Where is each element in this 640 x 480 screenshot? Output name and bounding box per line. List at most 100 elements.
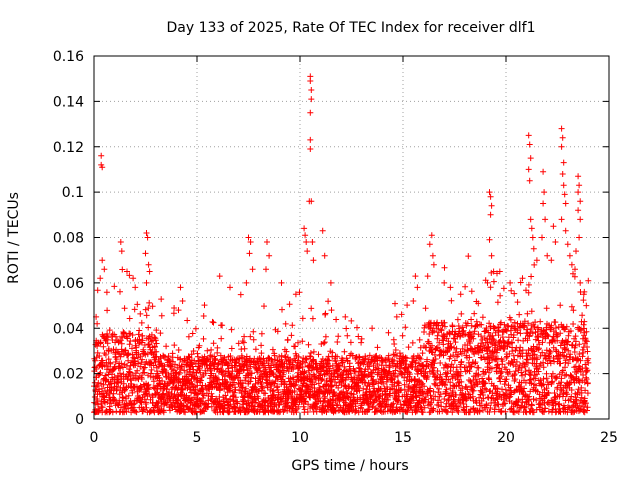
data-point [299, 315, 306, 322]
data-point [240, 339, 247, 346]
data-point [290, 364, 297, 371]
data-point [103, 289, 110, 296]
data-point [366, 383, 373, 390]
data-point [200, 335, 207, 342]
data-point [135, 360, 142, 367]
data-point [237, 291, 244, 298]
data-point [130, 404, 137, 411]
data-point [153, 340, 160, 347]
data-point [126, 315, 133, 322]
x-tick-label: 5 [193, 430, 202, 446]
data-point [312, 361, 319, 368]
data-point [318, 377, 325, 383]
data-point [143, 390, 150, 397]
data-point [329, 349, 336, 356]
data-point [227, 387, 233, 394]
data-point [334, 339, 341, 345]
y-tick-label: 0.08 [53, 231, 84, 247]
data-point [286, 301, 293, 308]
data-point [344, 389, 351, 396]
data-point [104, 340, 111, 347]
data-point [170, 310, 177, 317]
data-point [131, 306, 138, 313]
data-point [349, 352, 356, 359]
data-point [328, 307, 335, 314]
data-point [137, 353, 144, 360]
data-point [356, 354, 363, 361]
data-point [240, 406, 247, 412]
data-point [149, 394, 156, 401]
data-point [143, 404, 150, 411]
data-point [200, 313, 207, 319]
data-point [144, 384, 151, 391]
data-point [341, 348, 348, 355]
chart-title: Day 133 of 2025, Rate Of TEC Index for r… [167, 20, 536, 36]
y-tick-label: 0.1 [62, 185, 84, 201]
data-point [200, 392, 207, 399]
data-point [321, 339, 328, 346]
data-point [301, 406, 308, 413]
data-point [139, 356, 146, 363]
data-point [248, 374, 255, 381]
data-point [256, 364, 263, 371]
data-point [248, 370, 255, 377]
data-point [310, 348, 317, 355]
data-point [281, 407, 288, 413]
data-point [241, 333, 248, 340]
data-point [120, 380, 127, 387]
data-point [151, 344, 158, 350]
data-point [127, 377, 134, 384]
data-point [180, 402, 187, 409]
data-point [196, 365, 203, 372]
data-point [278, 398, 285, 405]
data-point [138, 319, 145, 326]
data-point [335, 333, 342, 340]
data-point [181, 357, 188, 364]
data-point [96, 353, 103, 359]
data-point [158, 312, 165, 319]
data-point [295, 403, 302, 410]
data-point [97, 339, 104, 346]
data-point [113, 356, 120, 363]
data-point [287, 375, 294, 382]
data-point [199, 386, 206, 393]
data-point [146, 299, 153, 306]
data-point [333, 316, 340, 323]
y-tick-label: 0.12 [53, 140, 84, 156]
data-point [231, 384, 238, 391]
data-point [175, 371, 182, 378]
data-point [322, 395, 329, 402]
data-point [205, 400, 212, 407]
data-point [258, 342, 265, 349]
data-point [358, 339, 365, 346]
data-point [167, 407, 173, 414]
x-tick-label: 25 [600, 430, 618, 446]
y-tick-label: 0.02 [53, 367, 84, 383]
data-point [94, 343, 101, 350]
data-point [365, 402, 372, 408]
data-point [255, 395, 262, 402]
data-point [247, 333, 254, 340]
data-point [288, 393, 295, 400]
data-point [217, 352, 224, 359]
data-point [227, 401, 234, 408]
data-point [248, 394, 255, 401]
data-point [209, 393, 216, 400]
data-point [231, 389, 238, 396]
grid [94, 56, 609, 419]
data-point [115, 380, 122, 386]
data-point [218, 335, 225, 342]
y-axis-label: ROTI / TECUs [6, 192, 22, 284]
data-point [305, 401, 312, 408]
data-point [219, 367, 225, 374]
data-point [146, 391, 153, 398]
data-point [102, 387, 108, 394]
data-point [138, 376, 145, 382]
data-point [310, 356, 317, 363]
data-point [373, 364, 379, 371]
data-point [291, 388, 298, 394]
data-point [144, 351, 151, 358]
data-point [140, 365, 147, 372]
data-point [97, 369, 104, 376]
data-point [141, 396, 148, 403]
